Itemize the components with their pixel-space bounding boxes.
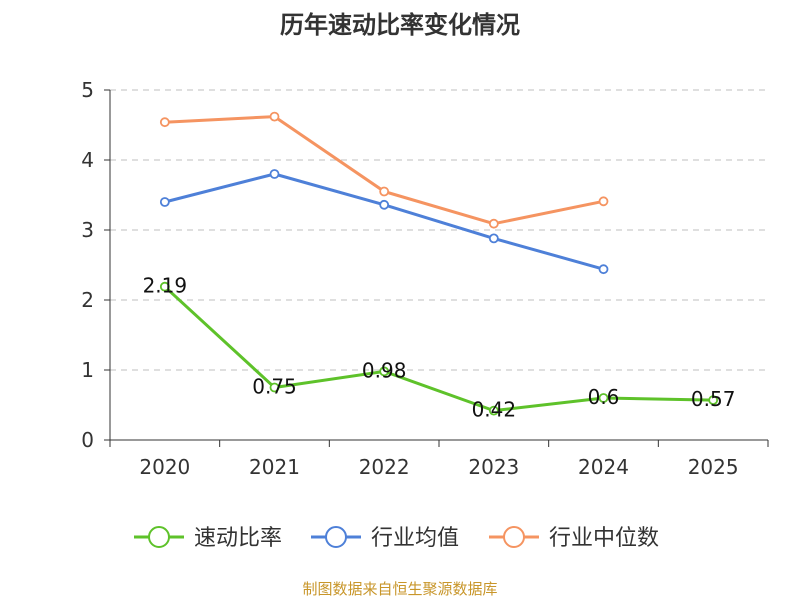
legend-marker: [148, 526, 170, 548]
legend-label: 行业中位数: [549, 526, 659, 551]
data-point[interactable]: [269, 382, 280, 393]
data-point[interactable]: [159, 281, 170, 292]
data-point[interactable]: [708, 395, 719, 406]
data-point[interactable]: [488, 233, 499, 244]
legend-label: 行业均值: [371, 526, 459, 551]
data-label: 0.75: [252, 375, 297, 399]
data-label: 0.42: [472, 398, 517, 422]
legend-item[interactable]: 行业中位数: [489, 526, 659, 551]
data-point[interactable]: [488, 218, 499, 229]
data-point[interactable]: [598, 393, 609, 403]
legend-marker: [503, 526, 525, 548]
data-label: 0.6: [588, 385, 620, 409]
legend-item[interactable]: 行业均值: [311, 526, 459, 551]
data-point[interactable]: [159, 117, 170, 128]
y-tick-label: 1: [81, 358, 94, 382]
x-tick-label: 2023: [468, 455, 519, 479]
data-label: 2.19: [143, 274, 188, 298]
data-point[interactable]: [379, 199, 390, 210]
data-point[interactable]: [488, 405, 499, 416]
y-tick-label: 5: [81, 78, 94, 102]
y-tick-label: 2: [81, 288, 94, 312]
y-tick-label: 4: [81, 148, 94, 172]
data-point[interactable]: [379, 186, 390, 197]
series-line-0: [163, 285, 714, 413]
data-point[interactable]: [269, 111, 280, 122]
x-tick-label: 2021: [249, 455, 300, 479]
y-tick-label: 3: [81, 218, 94, 242]
data-point[interactable]: [269, 169, 280, 179]
data-point[interactable]: [379, 366, 390, 377]
x-tick-label: 2022: [359, 455, 410, 479]
legend-item[interactable]: 速动比率: [134, 526, 282, 551]
data-point[interactable]: [159, 197, 170, 207]
legend-marker: [325, 526, 347, 548]
chart-title: 历年速动比率变化情况: [280, 11, 520, 39]
source-note: 制图数据来自恒生聚源数据库: [302, 580, 497, 598]
legend[interactable]: 速动比率 行业均值 行业中位数: [134, 526, 659, 551]
axes: 0 1 2 3 4 5 2020 2021 2022 2023 2024 2025: [81, 78, 769, 479]
legend-label: 速动比率: [194, 526, 282, 551]
data-labels: 2.19 0.75 0.98 0.42 0.6 0.57: [143, 274, 736, 422]
plot-area: [159, 111, 719, 416]
data-label: 0.98: [362, 358, 407, 382]
data-point[interactable]: [598, 264, 609, 275]
data-point[interactable]: [598, 196, 609, 207]
data-label: 0.57: [691, 387, 736, 411]
x-tick-label: 2024: [578, 455, 629, 479]
x-tick-label: 2025: [688, 455, 739, 479]
y-tick-label: 0: [81, 428, 94, 452]
x-tick-label: 2020: [139, 455, 190, 479]
